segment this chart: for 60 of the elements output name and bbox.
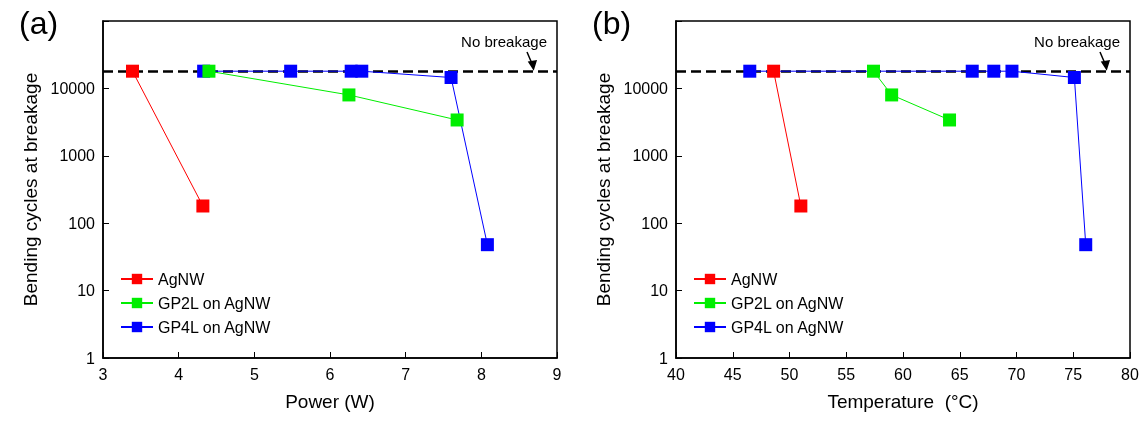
x-tick-label: 60 xyxy=(894,365,912,383)
y-tick-label: 10 xyxy=(77,282,96,300)
x-tick-label: 70 xyxy=(1007,365,1026,383)
x-tick-label: 3 xyxy=(98,365,108,383)
y-tick-label: 10000 xyxy=(50,79,96,97)
point xyxy=(1005,64,1019,78)
point xyxy=(1079,238,1093,252)
x-tick-label: 8 xyxy=(476,365,486,383)
y-tick-label: 10 xyxy=(650,282,669,300)
legend-label: GP4L on AgNW xyxy=(158,318,272,336)
x-tick-label: 40 xyxy=(667,365,685,383)
legend-label: GP2L on AgNW xyxy=(731,294,845,312)
chart-title: (b) xyxy=(592,5,632,41)
y-axis-title: Bending cycles at breakage xyxy=(19,72,41,307)
ref-line-label: No breakage xyxy=(1034,33,1120,51)
point xyxy=(284,64,298,78)
y-tick-label: 100 xyxy=(641,214,669,232)
x-tick-label: 4 xyxy=(174,365,184,383)
point xyxy=(126,64,140,78)
point xyxy=(794,199,808,213)
point xyxy=(767,64,781,78)
x-tick-label: 5 xyxy=(249,365,259,383)
x-tick-label: 55 xyxy=(837,365,856,383)
x-axis-title: Power (W) xyxy=(285,391,375,412)
x-tick-label: 9 xyxy=(552,365,562,383)
ref-line-label: No breakage xyxy=(461,33,547,51)
point xyxy=(943,113,957,127)
point xyxy=(196,199,210,213)
x-tick-label: 45 xyxy=(723,365,742,383)
point xyxy=(1067,71,1081,85)
point xyxy=(202,64,216,78)
point xyxy=(885,88,899,102)
y-axis-title: Bending cycles at breakage xyxy=(592,72,614,307)
point xyxy=(743,64,757,78)
point xyxy=(342,88,356,102)
point xyxy=(355,64,369,78)
x-tick-label: 7 xyxy=(401,365,411,383)
x-tick-label: 75 xyxy=(1064,365,1083,383)
x-axis-title: Temperature (°C) xyxy=(827,391,979,412)
point xyxy=(987,64,1001,78)
point xyxy=(450,113,464,127)
legend-label: AgNW xyxy=(158,270,206,288)
x-tick-label: 80 xyxy=(1121,365,1139,383)
chart-title: (a) xyxy=(19,5,59,41)
legend-label: GP2L on AgNW xyxy=(158,294,272,312)
y-tick-label: 10000 xyxy=(623,79,669,97)
y-tick-label: 1 xyxy=(86,349,96,367)
x-tick-label: 50 xyxy=(780,365,799,383)
legend-label: AgNW xyxy=(731,270,779,288)
y-tick-label: 1000 xyxy=(59,147,96,165)
point xyxy=(866,64,880,78)
point xyxy=(444,71,458,85)
y-tick-label: 1 xyxy=(659,349,669,367)
x-tick-label: 65 xyxy=(950,365,969,383)
y-tick-label: 1000 xyxy=(632,147,669,165)
legend-label: GP4L on AgNW xyxy=(731,318,845,336)
y-tick-label: 100 xyxy=(68,214,96,232)
x-tick-label: 6 xyxy=(325,365,335,383)
point xyxy=(480,238,494,252)
point xyxy=(965,64,979,78)
